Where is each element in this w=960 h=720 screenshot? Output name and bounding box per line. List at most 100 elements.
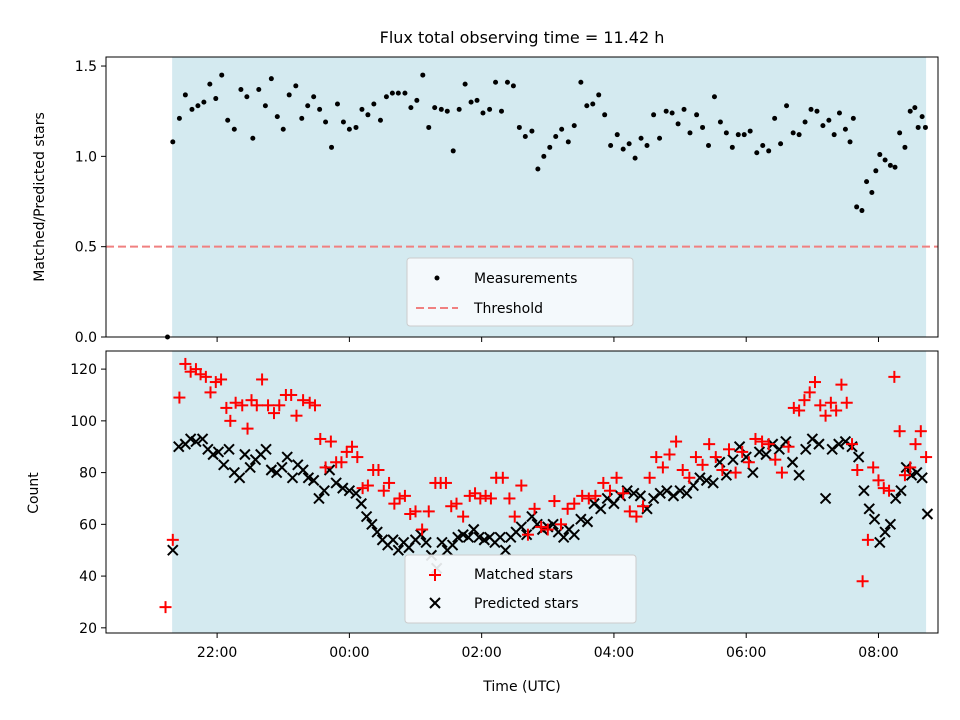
measurement-point <box>493 79 499 85</box>
measurement-point <box>808 106 814 112</box>
matched-star-point <box>173 391 186 404</box>
matched-star-point <box>663 448 676 461</box>
predicted-star-point <box>661 484 673 497</box>
matched-star-point <box>256 373 269 386</box>
matched-star-point <box>603 484 616 497</box>
matched-star-point <box>703 438 716 451</box>
measurement-point <box>468 99 474 105</box>
matched-star-point <box>617 487 630 500</box>
predicted-star-point <box>547 518 559 531</box>
measurement-point <box>389 90 395 96</box>
matched-star-point <box>846 438 859 451</box>
measurement-point <box>681 106 687 112</box>
legend-threshold-label: Threshold <box>473 301 543 317</box>
measurement-point <box>882 157 888 163</box>
ratio-y-axis-label: Matched/Predicted stars <box>32 112 48 282</box>
matched-star-point <box>521 528 534 541</box>
predicted-star-point <box>921 508 934 520</box>
x-tick-label: 04:00 <box>594 645 634 661</box>
matched-star-point <box>610 471 623 484</box>
matched-star-point <box>474 492 487 505</box>
matched-star-point <box>716 464 729 477</box>
measurement-point <box>450 148 456 154</box>
predicted-star-point <box>350 487 362 500</box>
measurement-point <box>602 112 608 118</box>
measurement-point <box>189 106 195 112</box>
measurement-point <box>717 119 723 125</box>
measurement-point <box>632 155 638 161</box>
measurement-point <box>329 144 335 150</box>
predicted-star-point <box>707 477 719 489</box>
measurement-point <box>456 106 462 112</box>
measurement-point <box>907 108 913 114</box>
matched-star-point <box>535 520 548 533</box>
legend-predicted-marker <box>429 597 441 609</box>
matched-star-point <box>861 533 874 546</box>
matched-star-point <box>893 425 906 438</box>
predicted-star-point <box>884 518 897 531</box>
x-axis-label: Time (UTC) <box>482 679 560 695</box>
measurement-point <box>383 94 389 100</box>
count-panel: 20 40 60 80 100 120 22:00 00:00 02:00 04:00 06:00… <box>26 350 939 695</box>
matched-star-point <box>798 394 811 407</box>
matched-star-point <box>199 370 212 383</box>
y-tick-label: 40 <box>79 569 97 585</box>
measurement-point <box>784 103 790 109</box>
predicted-star-point <box>494 531 506 543</box>
matched-star-point <box>285 388 298 401</box>
y-tick-label: 100 <box>70 414 97 430</box>
matched-star-point <box>346 440 359 453</box>
measurement-point <box>919 114 925 120</box>
measurement-point <box>395 90 401 96</box>
predicted-star-point <box>173 441 185 453</box>
predicted-star-point <box>594 503 607 515</box>
measurement-point <box>663 108 669 114</box>
predicted-star-point <box>360 510 373 523</box>
measurement-point <box>620 146 626 152</box>
legend-matched-label: Matched stars <box>474 567 573 583</box>
matched-star-point <box>835 378 848 391</box>
measurement-point <box>729 144 735 150</box>
measurement-point <box>915 124 921 130</box>
measurement-point <box>772 115 778 121</box>
measurement-point <box>346 126 352 132</box>
matched-star-point <box>267 407 280 420</box>
matched-star-point <box>398 489 411 502</box>
measurement-point <box>802 119 808 125</box>
count-y-ticks: 20 40 60 80 100 120 <box>70 362 106 637</box>
measurement-point <box>706 143 712 149</box>
matched-star-point <box>224 414 237 427</box>
matched-star-point <box>888 370 901 383</box>
measurement-point <box>877 152 883 158</box>
predicted-star-point <box>826 443 838 456</box>
predicted-star-point <box>387 534 399 546</box>
predicted-star-point <box>813 438 825 450</box>
measurement-point <box>219 72 225 78</box>
predicted-star-point <box>916 472 928 484</box>
matched-star-point <box>898 469 911 482</box>
measurement-point <box>741 132 747 138</box>
measurement-point <box>256 87 262 93</box>
predicted-star-point <box>819 492 832 505</box>
matched-star-point <box>683 471 696 484</box>
matched-star-point <box>742 456 755 469</box>
matched-star-point <box>241 422 254 435</box>
matched-star-point <box>782 440 795 453</box>
matched-star-point <box>209 376 222 389</box>
matched-star-point <box>496 471 509 484</box>
x-tick-label: 02:00 <box>461 645 501 661</box>
matched-star-point <box>229 396 242 409</box>
measurement-point <box>902 144 908 150</box>
matched-star-point <box>867 461 880 474</box>
matched-star-point <box>308 399 321 412</box>
y-tick-label: 0.0 <box>75 330 97 346</box>
predicted-star-point <box>557 531 570 543</box>
predicted-star-point <box>307 474 320 487</box>
measurement-point <box>474 97 480 103</box>
measurement-point <box>529 128 535 134</box>
matched-star-point <box>808 376 821 389</box>
measurement-point <box>897 130 903 136</box>
measurement-point <box>614 132 620 138</box>
measurement-point <box>480 110 486 116</box>
measurement-point <box>864 179 870 185</box>
